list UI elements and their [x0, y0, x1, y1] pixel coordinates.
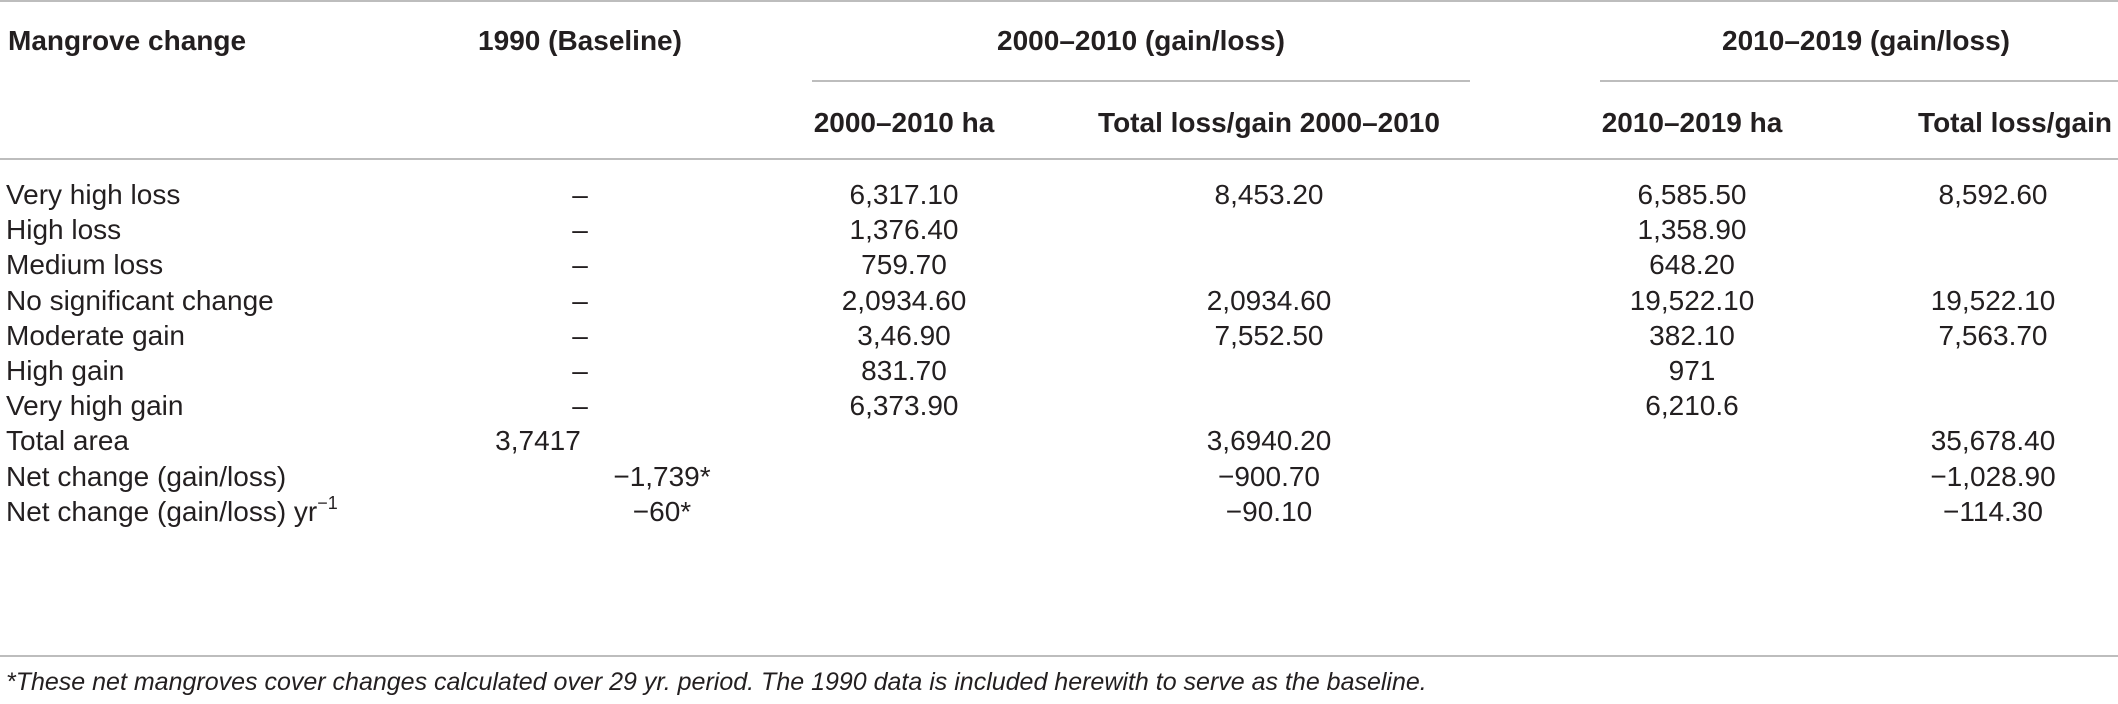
row-label: High loss — [6, 214, 122, 245]
cell-2010-2019-ha: 19,522.10 — [1629, 285, 1755, 316]
cell-total-2000-2010: 3,6940.20 — [1206, 425, 1332, 456]
row-label: High gain — [6, 355, 125, 386]
cell-2000-2010-ha: 831.70 — [861, 355, 947, 386]
header-mangrove-change: Mangrove change — [8, 25, 247, 56]
row-label: Very high loss — [6, 179, 181, 210]
cell-1990-baseline: – — [572, 214, 588, 245]
cell-1990-baseline: −60* — [632, 496, 692, 527]
header-total-2000-2010: Total loss/gain 2000–2010 — [1098, 107, 1440, 138]
cell-total-2010-2019: 8,592.60 — [1938, 179, 2048, 210]
row-label: Net change (gain/loss) yr−1 — [6, 493, 338, 527]
header-1990-baseline: 1990 (Baseline) — [478, 25, 682, 56]
header-group-2010-2019: 2010–2019 (gain/loss) — [1722, 25, 2010, 56]
cell-total-2000-2010: −900.70 — [1218, 461, 1320, 492]
cell-2000-2010-ha: 6,373.90 — [849, 390, 959, 421]
cell-1990-baseline: – — [572, 390, 588, 421]
group-rule-2010-2019 — [1600, 80, 2118, 82]
cell-2000-2010-ha: 759.70 — [861, 249, 947, 280]
top-rule — [0, 0, 2118, 2]
cell-total-2010-2019: 7,563.70 — [1938, 320, 2048, 351]
header-total-2010-2019: Total loss/gain — [1918, 107, 2112, 138]
cell-total-2010-2019: −114.30 — [1943, 496, 2043, 527]
cell-2000-2010-ha: 6,317.10 — [849, 179, 959, 210]
cell-1990-baseline: – — [572, 320, 588, 351]
cell-total-2010-2019: −1,028.90 — [1930, 461, 2056, 492]
cell-2010-2019-ha: 1,358.90 — [1637, 214, 1747, 245]
cell-2000-2010-ha: 2,0934.60 — [841, 285, 967, 316]
row-label: Net change (gain/loss) — [6, 461, 287, 492]
cell-1990-baseline: – — [572, 285, 588, 316]
cell-2000-2010-ha: 1,376.40 — [849, 214, 959, 245]
row-label: Very high gain — [6, 390, 184, 421]
header-2000-2010-ha: 2000–2010 ha — [813, 107, 995, 138]
group-rule-2000-2010 — [812, 80, 1470, 82]
cell-1990-baseline: – — [572, 179, 588, 210]
cell-total-2010-2019: 35,678.40 — [1930, 425, 2056, 456]
cell-1990-baseline: – — [572, 355, 588, 386]
cell-total-2000-2010: 7,552.50 — [1214, 320, 1324, 351]
cell-2010-2019-ha: 382.10 — [1649, 320, 1735, 351]
cell-2010-2019-ha: 971 — [1668, 355, 1716, 386]
table-footnote: *These net mangroves cover changes calcu… — [6, 668, 1427, 696]
cell-total-2010-2019: 19,522.10 — [1930, 285, 2056, 316]
cell-2000-2010-ha: 3,46.90 — [857, 320, 951, 351]
row-label: Medium loss — [6, 249, 164, 280]
cell-1990-baseline: −1,739* — [613, 461, 711, 492]
header-bottom-rule — [0, 158, 2118, 160]
cell-total-2000-2010: −90.10 — [1225, 496, 1313, 527]
cell-total-2000-2010: 2,0934.60 — [1206, 285, 1332, 316]
superscript: −1 — [317, 493, 338, 513]
cell-1990-baseline: – — [572, 249, 588, 280]
cell-2010-2019-ha: 6,585.50 — [1637, 179, 1747, 210]
row-label: Moderate gain — [6, 320, 186, 351]
row-label: Total area — [6, 425, 129, 456]
cell-total-2000-2010: 8,453.20 — [1214, 179, 1324, 210]
header-group-2000-2010: 2000–2010 (gain/loss) — [997, 25, 1285, 56]
header-2010-2019-ha: 2010–2019 ha — [1601, 107, 1783, 138]
cell-2010-2019-ha: 648.20 — [1649, 249, 1735, 280]
cell-2010-2019-ha: 6,210.6 — [1645, 390, 1739, 421]
cell-1990-baseline: 3,7417 — [495, 425, 581, 456]
table-bottom-rule — [0, 655, 2118, 657]
row-label: No significant change — [6, 285, 274, 316]
